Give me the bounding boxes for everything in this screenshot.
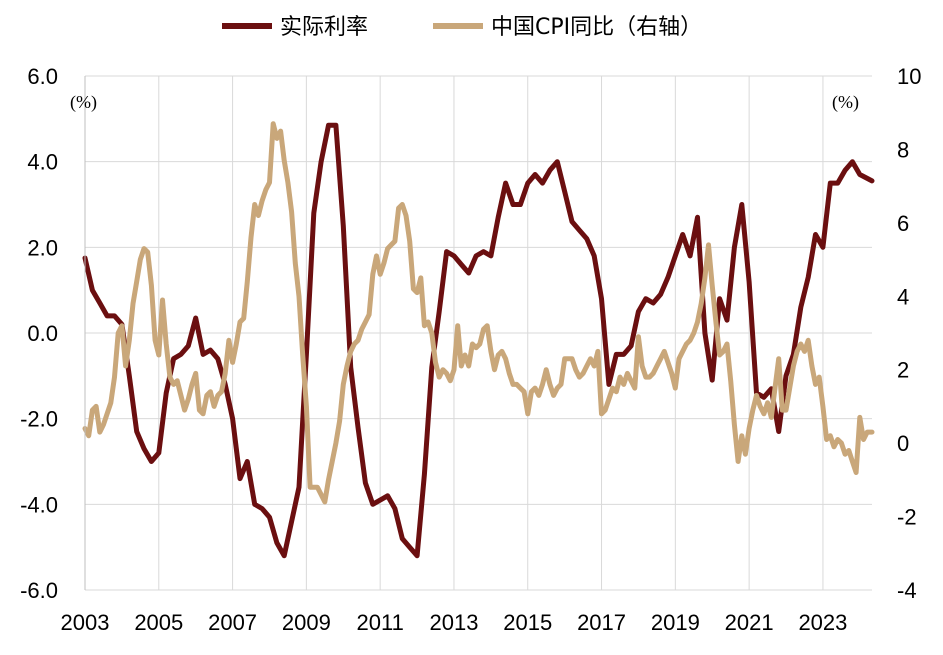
x-tick-label: 2021: [725, 610, 774, 635]
series-line-cpi: [82, 121, 875, 505]
right-tick-label: 2: [897, 358, 909, 383]
x-tick-label: 2017: [577, 610, 626, 635]
left-tick-label: 4.0: [27, 150, 58, 175]
right-tick-label: 10: [897, 64, 921, 89]
x-tick-label: 2015: [503, 610, 552, 635]
right-tick-label: 0: [897, 431, 909, 456]
right-tick-label: -2: [897, 505, 917, 530]
axis-layer: 6.0 4.0 2.0 0.0 -2.0 -4.0 -6.0 10 8 6 4 2 0 -2 -4 2003 2…: [20, 64, 921, 635]
left-tick-label: 2.0: [27, 235, 58, 260]
x-tick-label: 2013: [429, 610, 478, 635]
x-tick-label: 2023: [798, 610, 847, 635]
x-tick-label: 2005: [134, 610, 183, 635]
legend-label-real-rate: 实际利率: [280, 15, 368, 40]
grid-lines: [84, 75, 872, 591]
series-line-real-rate: [82, 122, 875, 559]
left-tick-label: -4.0: [20, 492, 58, 517]
left-tick-label: -2.0: [20, 407, 58, 432]
right-tick-label: 8: [897, 137, 909, 162]
left-tick-label: 0.0: [27, 321, 58, 346]
x-tick-label: 2011: [357, 610, 404, 635]
x-tick-label: 2019: [651, 610, 700, 635]
x-tick-label: 2009: [282, 610, 331, 635]
left-tick-label: 6.0: [27, 64, 58, 89]
left-axis-unit: (%): [70, 92, 97, 113]
right-axis-unit: (%): [832, 92, 859, 113]
legend-label-cpi: 中国CPI同比（右轴）: [491, 15, 702, 40]
right-tick-label: 6: [897, 211, 909, 236]
right-tick-label: -4: [897, 578, 917, 603]
x-tick-label: 2003: [61, 610, 110, 635]
legend: 实际利率 中国CPI同比（右轴）: [222, 15, 702, 40]
x-tick-label: 2007: [208, 610, 257, 635]
right-tick-label: 4: [897, 284, 909, 309]
left-tick-label: -6.0: [20, 578, 58, 603]
series-layer: [82, 121, 875, 559]
